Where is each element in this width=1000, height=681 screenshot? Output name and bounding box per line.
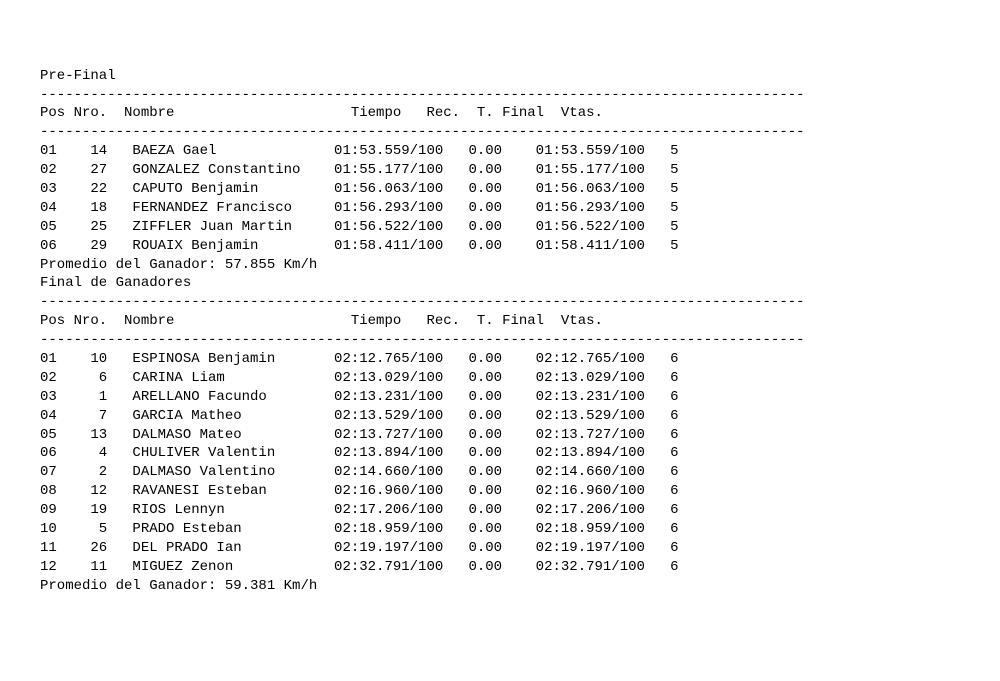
table-row: 02 6 CARINA Liam 02:13.029/100 0.00 02:1… — [40, 369, 960, 388]
divider-line: ----------------------------------------… — [40, 293, 960, 312]
section-title: Pre-Final — [40, 67, 960, 86]
table-row: 06 29 ROUAIX Benjamin 01:58.411/100 0.00… — [40, 237, 960, 256]
table-row: 10 5 PRADO Esteban 02:18.959/100 0.00 02… — [40, 520, 960, 539]
table-row: 04 7 GARCIA Matheo 02:13.529/100 0.00 02… — [40, 407, 960, 426]
table-row: 06 4 CHULIVER Valentin 02:13.894/100 0.0… — [40, 444, 960, 463]
table-row: 05 13 DALMASO Mateo 02:13.727/100 0.00 0… — [40, 426, 960, 445]
average-line: Promedio del Ganador: 59.381 Km/h — [40, 577, 960, 596]
table-row: 12 11 MIGUEZ Zenon 02:32.791/100 0.00 02… — [40, 558, 960, 577]
divider-line: ----------------------------------------… — [40, 123, 960, 142]
table-row: 02 27 GONZALEZ Constantino 01:55.177/100… — [40, 161, 960, 180]
divider-line: ----------------------------------------… — [40, 86, 960, 105]
table-row: 01 10 ESPINOSA Benjamin 02:12.765/100 0.… — [40, 350, 960, 369]
results-report: Pre-Final-------------------------------… — [40, 67, 960, 596]
table-header: Pos Nro. Nombre Tiempo Rec. T. Final Vta… — [40, 104, 960, 123]
table-row: 09 19 RIOS Lennyn 02:17.206/100 0.00 02:… — [40, 501, 960, 520]
table-row: 07 2 DALMASO Valentino 02:14.660/100 0.0… — [40, 463, 960, 482]
table-header: Pos Nro. Nombre Tiempo Rec. T. Final Vta… — [40, 312, 960, 331]
table-row: 03 1 ARELLANO Facundo 02:13.231/100 0.00… — [40, 388, 960, 407]
table-row: 11 26 DEL PRADO Ian 02:19.197/100 0.00 0… — [40, 539, 960, 558]
divider-line: ----------------------------------------… — [40, 331, 960, 350]
average-line: Promedio del Ganador: 57.855 Km/h — [40, 256, 960, 275]
table-row: 04 18 FERNANDEZ Francisco 01:56.293/100 … — [40, 199, 960, 218]
section-title: Final de Ganadores — [40, 274, 960, 293]
table-row: 01 14 BAEZA Gael 01:53.559/100 0.00 01:5… — [40, 142, 960, 161]
table-row: 03 22 CAPUTO Benjamin 01:56.063/100 0.00… — [40, 180, 960, 199]
table-row: 08 12 RAVANESI Esteban 02:16.960/100 0.0… — [40, 482, 960, 501]
table-row: 05 25 ZIFFLER Juan Martin 01:56.522/100 … — [40, 218, 960, 237]
